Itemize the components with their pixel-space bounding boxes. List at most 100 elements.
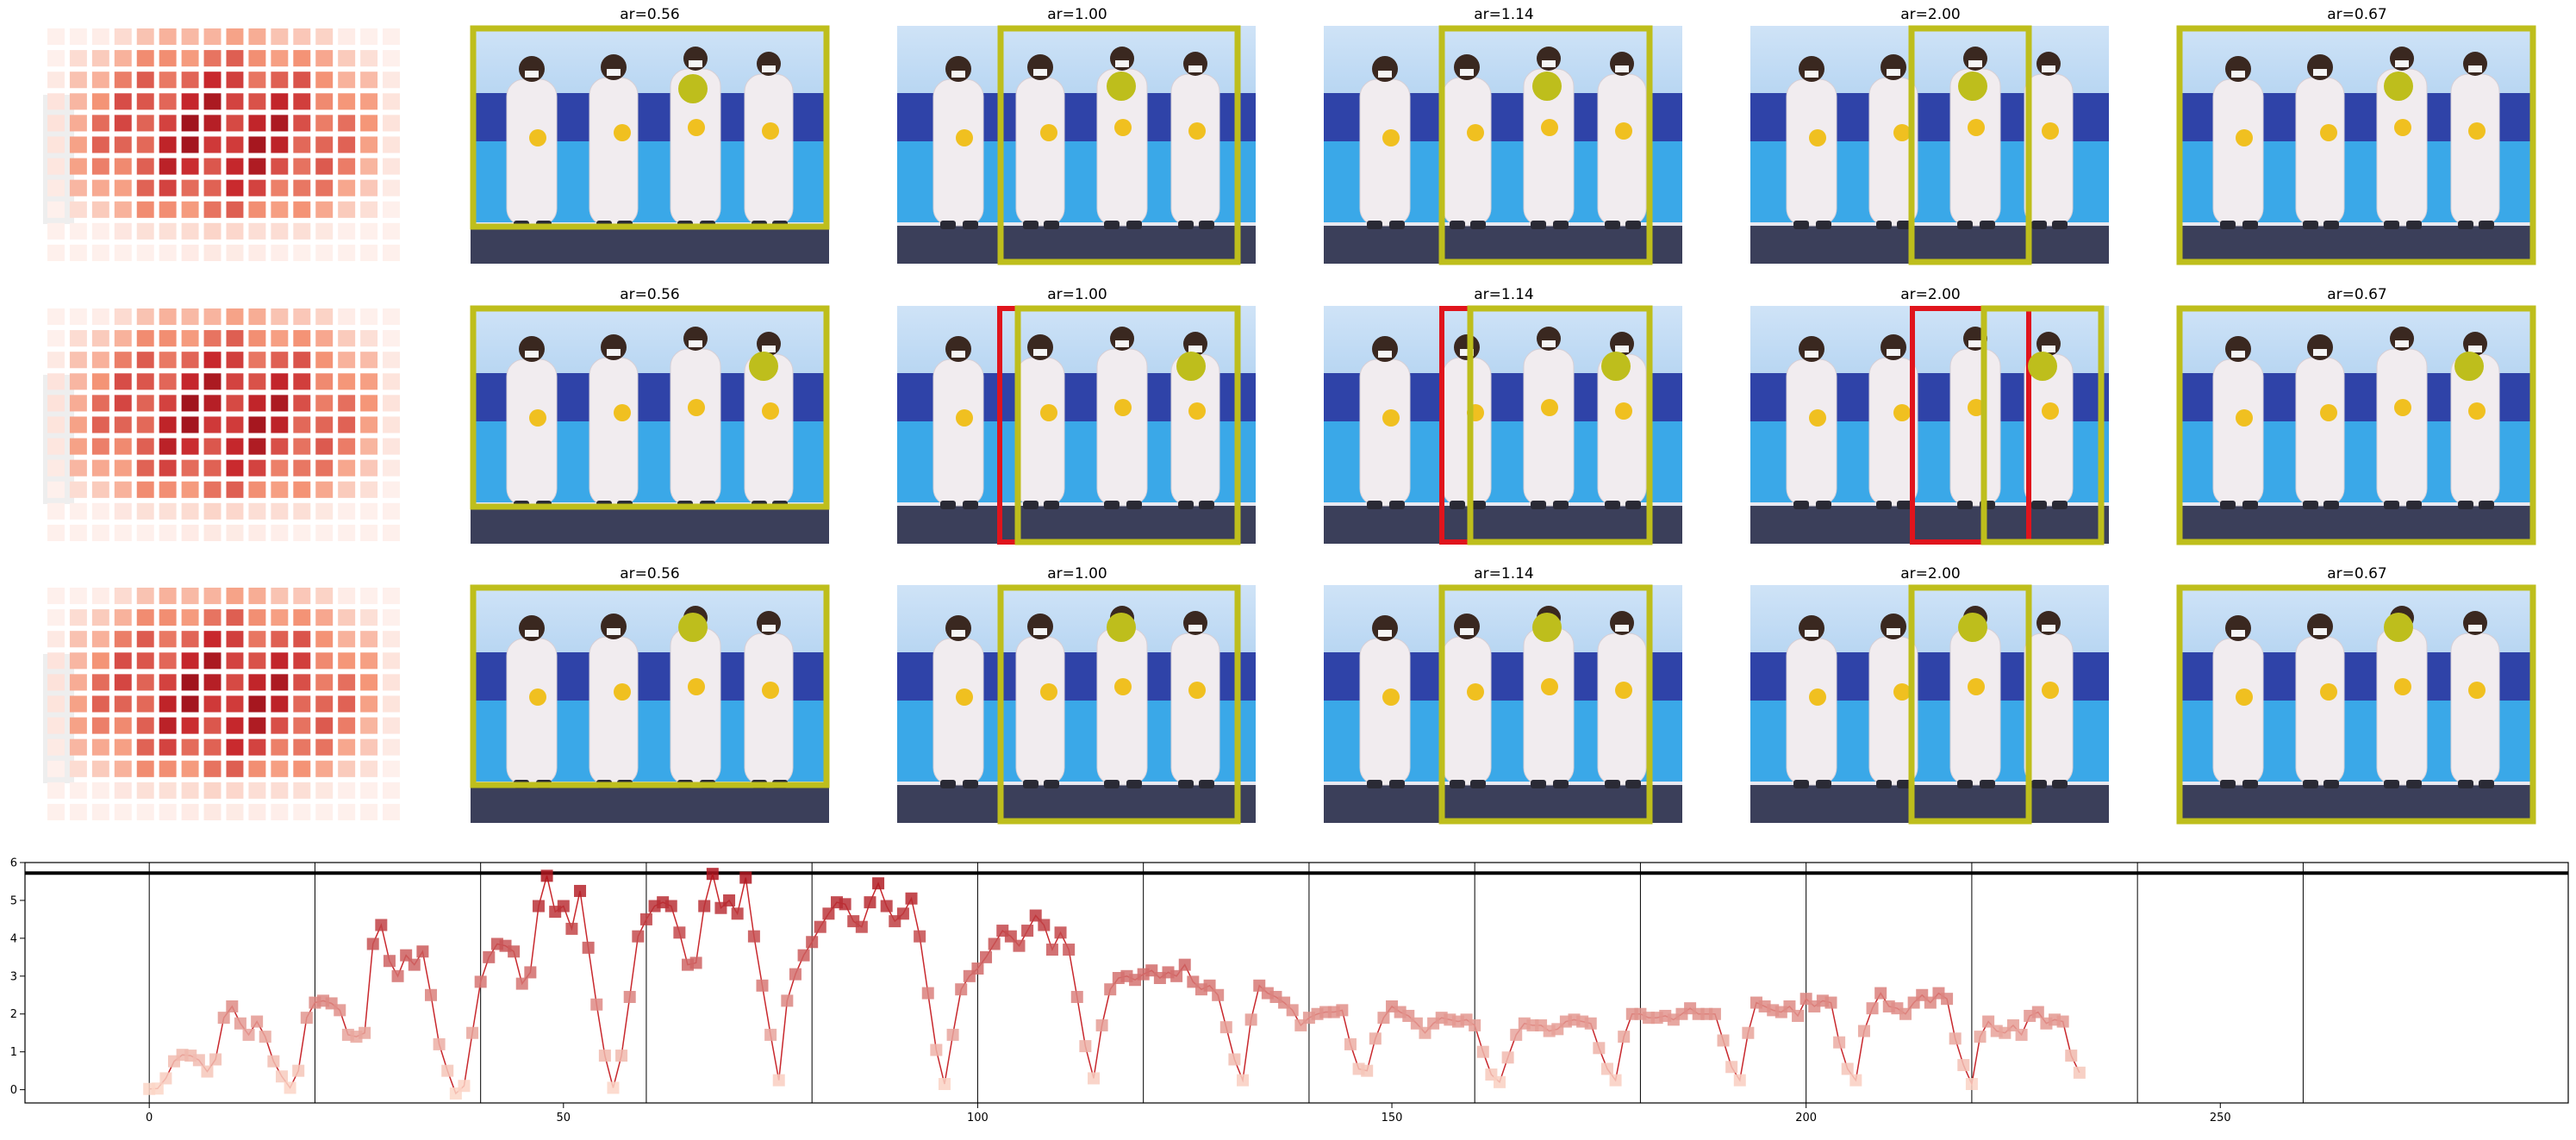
heatmap-cell	[360, 136, 378, 153]
heatmap-cell	[226, 695, 244, 713]
heatmap-cell	[383, 50, 400, 67]
data-point	[1237, 1074, 1250, 1087]
heatmap-cell	[338, 674, 356, 691]
data-point	[756, 979, 769, 992]
heatmap-cell	[315, 308, 334, 326]
heatmap-cell	[159, 631, 177, 648]
data-point	[441, 1064, 454, 1077]
heatmap-cell	[69, 695, 87, 713]
heatmap-cell	[159, 524, 177, 541]
data-point	[623, 990, 636, 1003]
heatmap-cell	[203, 352, 221, 369]
heatmap-cell	[203, 695, 221, 713]
heatmap-cell	[91, 609, 109, 626]
heatmap-cell	[159, 222, 177, 240]
data-point	[1419, 1026, 1431, 1039]
heatmap-cell	[383, 524, 400, 541]
heatmap-cell	[226, 395, 244, 412]
heatmap-cell	[248, 50, 266, 67]
heatmap-cell	[226, 416, 244, 433]
heatmap-cell	[383, 782, 400, 799]
heatmap-cell	[47, 50, 65, 67]
heatmap-cell	[91, 244, 109, 261]
heatmap-cell	[114, 760, 132, 777]
heatmap-cell	[181, 222, 199, 240]
data-point	[540, 869, 553, 882]
heatmap-cell	[159, 330, 177, 347]
heatmap-cell	[181, 695, 199, 713]
data-point	[689, 956, 702, 969]
heatmap-cell	[315, 738, 334, 756]
heatmap-cell	[159, 459, 177, 477]
heatmap-cell	[47, 93, 65, 110]
heatmap-cell	[181, 244, 199, 261]
heatmap-cell	[360, 502, 378, 520]
data-point	[1203, 979, 1216, 992]
data-point	[375, 919, 388, 931]
heatmap-cell	[226, 136, 244, 153]
data-point	[590, 998, 603, 1011]
heatmap-cell	[91, 524, 109, 541]
heatmap-cell	[248, 201, 266, 218]
data-point	[1029, 909, 1042, 922]
heatmap-cell	[69, 244, 87, 261]
x-tick-label: 50	[557, 1112, 571, 1124]
heatmap-cell	[114, 28, 132, 46]
data-point	[971, 962, 984, 975]
heatmap-cell	[114, 72, 132, 89]
heatmap-cell	[136, 72, 154, 89]
heatmap-cell	[226, 330, 244, 347]
heatmap-cell	[360, 72, 378, 89]
heatmap-cell	[226, 502, 244, 520]
data-point	[1874, 987, 1887, 1000]
heatmap-cell	[271, 438, 289, 455]
data-point	[226, 1000, 239, 1012]
heatmap-cell	[271, 330, 289, 347]
heatmap-cell	[360, 588, 378, 605]
heatmap-cell	[159, 136, 177, 153]
heatmap-cell	[315, 72, 334, 89]
heatmap-cell	[91, 158, 109, 175]
heatmap-cell	[315, 28, 334, 46]
heatmap-cell	[383, 609, 400, 626]
heatmap-cell	[248, 72, 266, 89]
data-point	[988, 938, 1001, 950]
heatmap-cell	[226, 222, 244, 240]
data-point	[1228, 1053, 1241, 1066]
heatmap-cell	[181, 50, 199, 67]
heatmap-cell	[248, 136, 266, 153]
heatmap-cell	[293, 72, 311, 89]
data-point	[1742, 1026, 1755, 1039]
panel-title: ar=2.00	[1900, 565, 1961, 582]
heatmap-cell	[136, 330, 154, 347]
heatmap-cell	[114, 631, 132, 648]
data-point	[1833, 1036, 1846, 1049]
heatmap-cell	[383, 588, 400, 605]
heatmap-cell	[226, 308, 244, 326]
data-point	[483, 950, 496, 963]
heatmap-cell	[338, 416, 356, 433]
heatmap-cell	[271, 502, 289, 520]
heatmap-cell	[338, 395, 356, 412]
heatmap-cell	[91, 631, 109, 648]
heatmap-cell	[159, 416, 177, 433]
heatmap-cell	[47, 115, 65, 132]
heatmap-cell	[114, 308, 132, 326]
heatmap-cell	[248, 438, 266, 455]
heatmap-cell	[114, 652, 132, 670]
data-point	[400, 949, 413, 962]
data-point	[930, 1043, 943, 1056]
heatmap-cell	[47, 524, 65, 541]
heatmap-cell	[114, 330, 132, 347]
data-point	[1965, 1078, 1978, 1091]
heatmap-cell	[69, 760, 87, 777]
data-point	[1733, 1074, 1746, 1087]
data-point	[1038, 919, 1051, 931]
heatmap-cell	[69, 524, 87, 541]
data-point	[1717, 1034, 1730, 1047]
heatmap-cell	[226, 524, 244, 541]
data-point	[1584, 1017, 1597, 1030]
heatmap-cell	[47, 760, 65, 777]
data-point	[416, 945, 429, 958]
heatmap-cell	[114, 93, 132, 110]
